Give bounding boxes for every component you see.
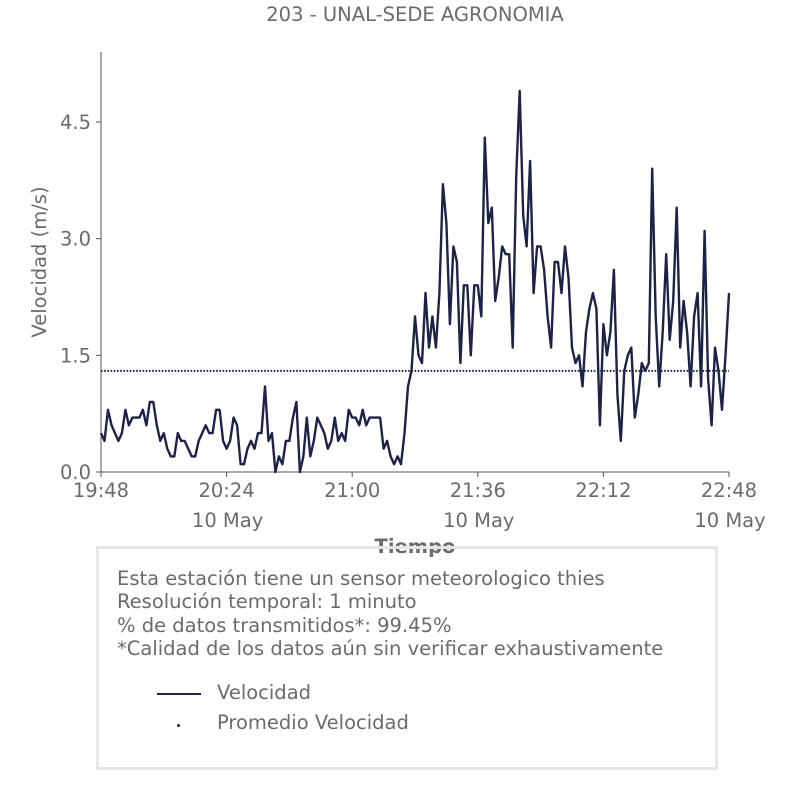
legend-dot-swatch <box>177 724 180 727</box>
x-tick-date-label: 10 May <box>192 509 263 532</box>
y-ticks: 0.0 1.5 3.0 4.5 <box>60 111 101 484</box>
info-box: Esta estación tiene un sensor meteorolog… <box>96 546 718 770</box>
station-sensor-text: Esta estación tiene un sensor meteorolog… <box>117 567 605 590</box>
y-tick-label: 3.0 <box>60 228 91 251</box>
legend-label-promedio: Promedio Velocidad <box>217 711 409 734</box>
transmitted-data-text: % de datos transmitidos*: 99.45% <box>117 613 452 637</box>
station-info: Esta estación tiene un sensor meteorolog… <box>117 567 663 661</box>
y-tick-label: 0.0 <box>60 461 91 484</box>
series-layer <box>99 89 731 474</box>
y-tick-label: 1.5 <box>60 344 91 367</box>
x-tick-label: 21:00 <box>324 479 380 502</box>
x-tick-label: 21:36 <box>450 479 506 502</box>
x-tick-label: 22:12 <box>575 479 631 502</box>
x-tick-date-label: 10 May <box>694 509 765 532</box>
temporal-resolution-text: Resolución temporal: 1 minuto <box>117 590 417 614</box>
y-axis-label: Velocidad (m/s) <box>28 186 51 337</box>
speed-series-line <box>99 89 731 474</box>
data-quality-note: *Calidad de los datos aún sin verificar … <box>117 637 664 661</box>
legend-label-velocidad: Velocidad <box>217 681 312 704</box>
y-tick-label: 4.5 <box>60 111 91 134</box>
chart-title: 203 - UNAL-SEDE AGRONOMIA <box>266 3 564 26</box>
x-tick-date-label: 10 May <box>443 509 514 532</box>
x-tick-label: 22:48 <box>701 479 757 502</box>
x-tick-label: 19:48 <box>73 479 129 502</box>
legend-line-swatch <box>157 693 201 695</box>
x-tick-label: 20:24 <box>198 479 254 502</box>
x-ticks: 19:48 20:24 10 May 21:00 21:36 10 May 22:12 22:… <box>73 472 766 532</box>
